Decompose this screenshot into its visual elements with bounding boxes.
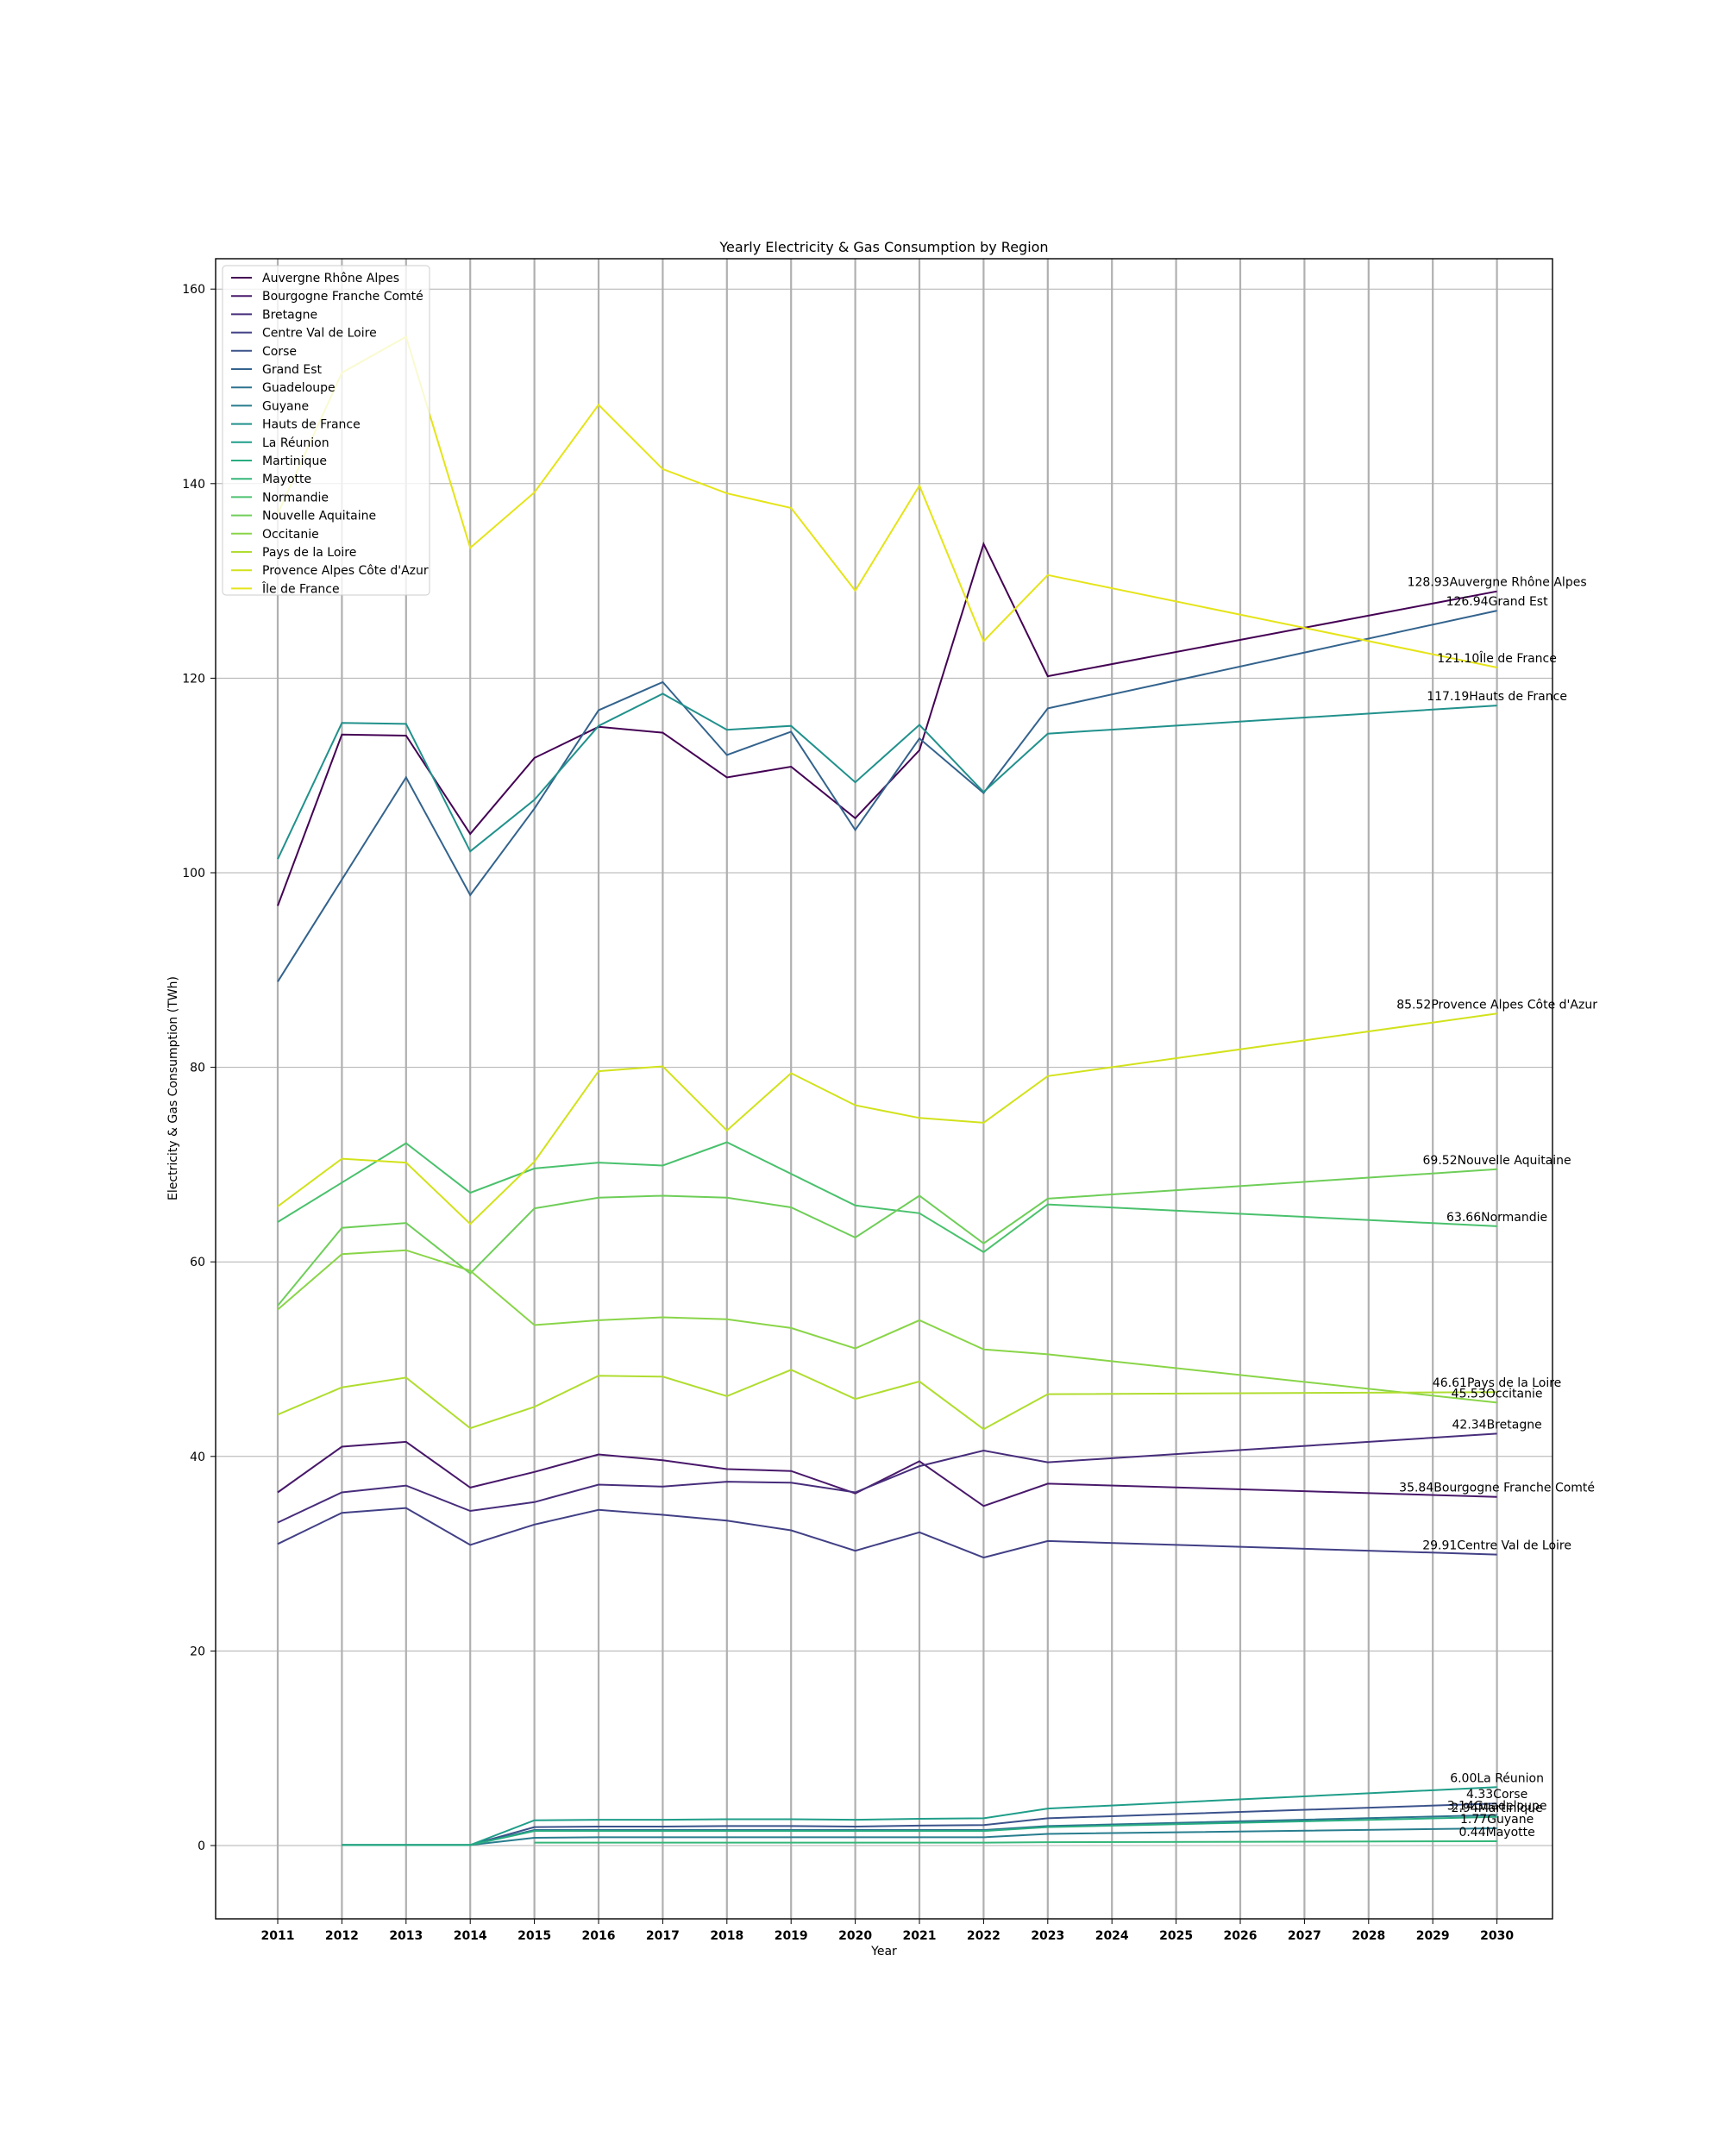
series-line bbox=[277, 541, 1497, 906]
series-end-label: 45.53Occitanie bbox=[1452, 1387, 1543, 1401]
chart-title: Yearly Electricity & Gas Consumption by … bbox=[718, 239, 1048, 255]
legend-entry: Grand Est bbox=[262, 363, 323, 377]
series-line bbox=[534, 1840, 1497, 1844]
legend-entry: Hauts de France bbox=[262, 418, 361, 432]
legend-box bbox=[222, 265, 430, 596]
x-axis-label: Year bbox=[870, 1945, 897, 1959]
legend-entry: Auvergne Rhône Alpes bbox=[262, 272, 399, 285]
legend-entry: La Réunion bbox=[262, 436, 329, 450]
series-line bbox=[277, 1168, 1497, 1307]
series-end-label: 6.00La Réunion bbox=[1450, 1771, 1544, 1785]
series-line bbox=[277, 693, 1497, 860]
series-end-label: 1.77Guyane bbox=[1460, 1813, 1534, 1827]
legend-entry: Occitanie bbox=[262, 528, 319, 542]
series-end-label: 85.52Provence Alpes Côte d'Azur bbox=[1396, 998, 1597, 1012]
axis-ticks: 2011 2012 2013 2014 2015 2016 2017 2018 2019 2020… bbox=[182, 283, 1514, 1943]
x-tick-label: 2018 bbox=[710, 1929, 743, 1943]
series-end-label: 0.44Mayotte bbox=[1458, 1826, 1534, 1839]
series-end-label: 4.33Corse bbox=[1466, 1788, 1527, 1802]
legend-entry: Île de France bbox=[261, 580, 340, 596]
series-end-label: 63.66Normandie bbox=[1446, 1211, 1547, 1225]
series-end-label: 126.94Grand Est bbox=[1446, 595, 1549, 609]
series-end-label: 2.94Martinique bbox=[1452, 1802, 1543, 1815]
series-line bbox=[277, 1012, 1497, 1225]
x-tick-label: 2019 bbox=[775, 1929, 808, 1943]
legend-entry: Martinique bbox=[262, 454, 327, 468]
series-line bbox=[277, 1432, 1497, 1524]
x-tick-label: 2020 bbox=[838, 1929, 872, 1943]
y-tick-label: 60 bbox=[190, 1256, 205, 1269]
legend-entry: Bretagne bbox=[262, 308, 317, 322]
y-tick-label: 160 bbox=[182, 283, 205, 297]
series-end-label: 35.84Bourgogne Franche Comté bbox=[1399, 1482, 1595, 1495]
series-line bbox=[277, 1507, 1497, 1559]
series-end-label: 117.19Hauts de France bbox=[1427, 690, 1567, 704]
x-tick-label: 2016 bbox=[582, 1929, 616, 1943]
y-tick-label: 100 bbox=[182, 867, 205, 881]
series-end-label: 121.10Île de France bbox=[1437, 650, 1557, 666]
plot-area-frame bbox=[215, 258, 1553, 1920]
x-tick-label: 2013 bbox=[389, 1929, 423, 1943]
legend-entry: Normandie bbox=[262, 491, 329, 505]
series-line bbox=[277, 1249, 1497, 1404]
legend-entry: Centre Val de Loire bbox=[262, 327, 377, 341]
y-tick-label: 120 bbox=[182, 672, 205, 686]
series-end-label: 3.14Guadeloupe bbox=[1447, 1800, 1547, 1814]
x-tick-label: 2022 bbox=[967, 1929, 1000, 1943]
x-tick-label: 2014 bbox=[454, 1929, 487, 1943]
legend-entry: Guadeloupe bbox=[262, 381, 336, 395]
series-end-label: 69.52Nouvelle Aquitaine bbox=[1423, 1154, 1571, 1168]
legend-entry: Provence Alpes Côte d'Azur bbox=[262, 564, 429, 578]
x-tick-label: 2021 bbox=[903, 1929, 937, 1943]
series-end-label: 46.61Pays de la Loire bbox=[1433, 1376, 1561, 1390]
series-line bbox=[277, 1440, 1497, 1507]
legend-entry: Bourgogne Franche Comté bbox=[262, 290, 423, 304]
legend-entry: Guyane bbox=[262, 399, 309, 413]
x-tick-label: 2029 bbox=[1416, 1929, 1450, 1943]
series-end-labels: 128.93Auvergne Rhône Alpes 35.84Bourgogne… bbox=[1396, 576, 1597, 1839]
legend-entry: Mayotte bbox=[262, 473, 311, 486]
x-tick-label: 2030 bbox=[1480, 1929, 1514, 1943]
x-tick-label: 2026 bbox=[1224, 1929, 1258, 1943]
legend: Auvergne Rhône Alpes Bourgogne Franche Co… bbox=[222, 265, 430, 596]
x-tick-label: 2011 bbox=[261, 1929, 295, 1943]
x-tick-label: 2027 bbox=[1288, 1929, 1321, 1943]
series-end-label: 29.91Centre Val de Loire bbox=[1422, 1539, 1571, 1553]
series-end-label: 42.34Bretagne bbox=[1452, 1418, 1542, 1432]
x-tick-label: 2017 bbox=[646, 1929, 680, 1943]
series-end-label: 128.93Auvergne Rhône Alpes bbox=[1408, 576, 1587, 590]
series-line bbox=[342, 1815, 1497, 1846]
x-tick-label: 2023 bbox=[1031, 1929, 1064, 1943]
y-tick-label: 140 bbox=[182, 478, 205, 492]
legend-entry: Corse bbox=[262, 345, 297, 359]
x-tick-label: 2015 bbox=[518, 1929, 551, 1943]
series-lines bbox=[277, 335, 1497, 1846]
x-tick-label: 2025 bbox=[1159, 1929, 1193, 1943]
legend-entry: Pays de la Loire bbox=[262, 546, 356, 560]
y-tick-label: 20 bbox=[190, 1645, 205, 1658]
y-axis-label: Electricity & Gas Consumption (TWh) bbox=[166, 976, 180, 1200]
series-line bbox=[277, 1369, 1497, 1431]
x-tick-label: 2028 bbox=[1352, 1929, 1385, 1943]
series-line bbox=[277, 1141, 1497, 1254]
legend-entry: Nouvelle Aquitaine bbox=[262, 510, 376, 523]
y-tick-label: 0 bbox=[198, 1839, 205, 1853]
y-tick-label: 80 bbox=[190, 1062, 205, 1075]
x-tick-label: 2012 bbox=[325, 1929, 359, 1943]
y-tick-label: 40 bbox=[190, 1451, 205, 1464]
x-tick-label: 2024 bbox=[1095, 1929, 1129, 1943]
